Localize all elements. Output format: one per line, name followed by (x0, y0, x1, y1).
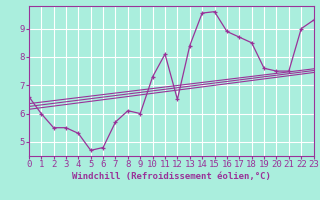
X-axis label: Windchill (Refroidissement éolien,°C): Windchill (Refroidissement éolien,°C) (72, 172, 271, 181)
